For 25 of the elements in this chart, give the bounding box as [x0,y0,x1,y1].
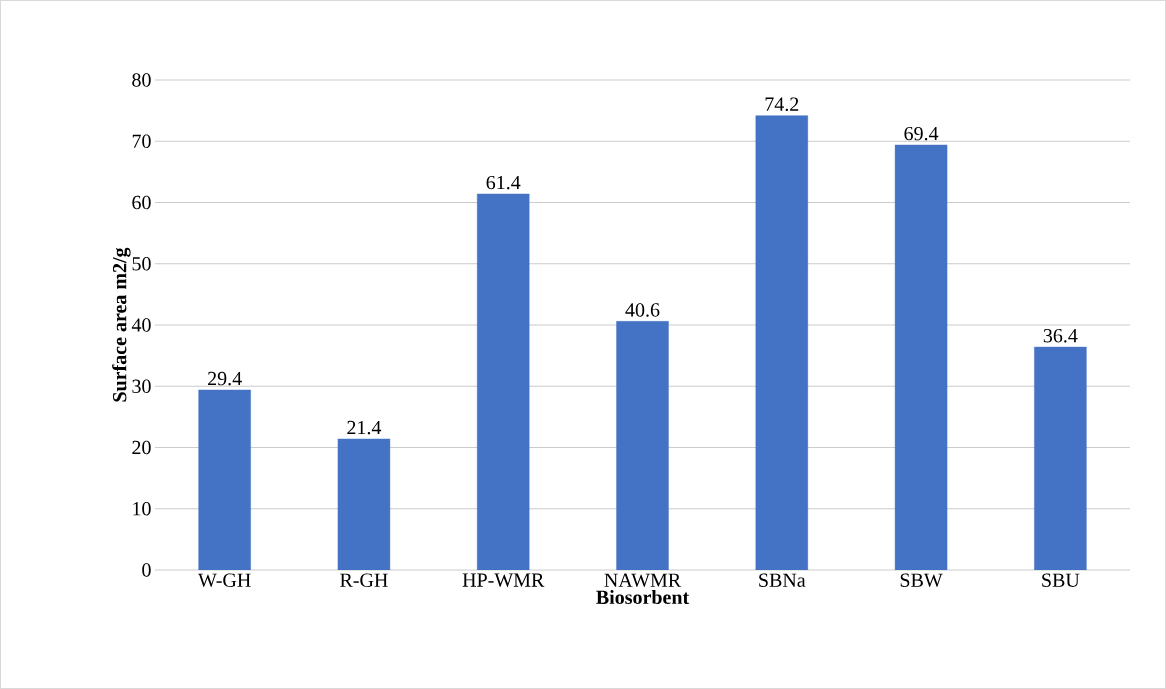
y-tick-label: 10 [133,502,151,516]
x-tick-label: SBW [900,573,943,588]
data-label: 36.4 [1043,329,1078,343]
x-tick-label: HP-WMR [462,573,545,587]
x-tick-label: R-GH [340,573,388,587]
x-tick-label: SBU [1042,573,1080,587]
y-tick-label: 50 [132,257,151,271]
data-label: 61.4 [486,175,521,190]
x-axis-title: Biosorbent [596,589,690,605]
x-tick-label: SBNa [759,573,806,587]
data-label: 40.6 [625,303,660,317]
y-tick-label: 60 [132,195,151,210]
x-tick-label: W-GH [198,573,251,588]
y-axis-title: Surface area m2/g [112,247,131,402]
data-label: 29.4 [208,371,242,386]
y-tick-label: 70 [132,134,151,148]
data-label: 21.4 [347,420,382,435]
y-tick-label: 80 [132,73,151,87]
y-tick-label: 20 [132,440,151,455]
y-tick-label: 0 [142,563,151,577]
data-label: 69.4 [904,126,939,141]
y-tick-label: 30 [132,379,151,393]
data-label: 74.2 [765,97,799,111]
x-tick-label: NAWMR [604,573,682,588]
y-tick-label: 40 [131,318,151,332]
